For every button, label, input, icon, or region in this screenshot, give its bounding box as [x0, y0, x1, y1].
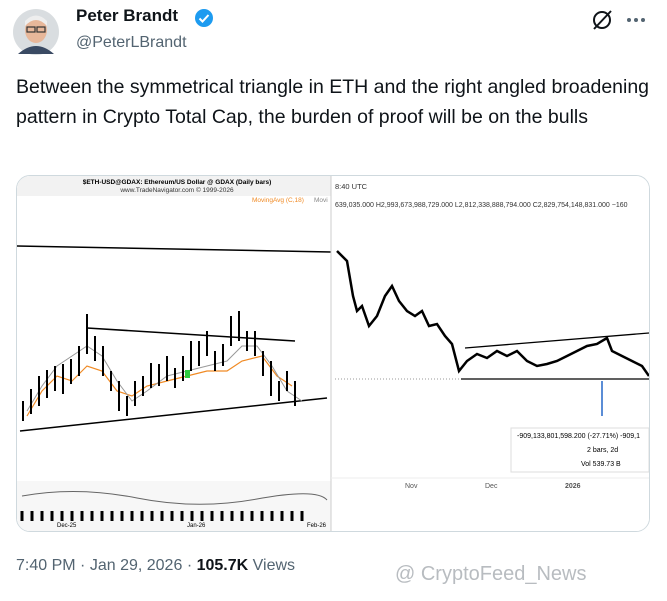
left-chart-title: $ETH-USD@GDAX: Ethereum/US Dollar @ GDAX… — [83, 179, 272, 186]
author-name[interactable]: Peter Brandt — [76, 6, 179, 25]
views-label: Views — [252, 557, 296, 574]
separator: · — [80, 557, 86, 574]
media-images: $ETH-USD@GDAX: Ethereum/US Dollar @ GDAX… — [17, 176, 649, 531]
left-chart-indicator: MovingAvg (C,18) — [252, 197, 304, 204]
right-x-label: 2026 — [565, 483, 581, 490]
verified-badge — [195, 9, 213, 27]
right-chart-time: 8:40 UTC — [335, 182, 368, 191]
author-handle[interactable]: @PeterLBrandt — [76, 34, 187, 51]
separator: · — [186, 557, 193, 574]
watermark: @ CryptoFeed_News — [395, 563, 587, 585]
measure-label: -909,133,801,598.200 (-27.71%) -909,1 — [517, 433, 640, 440]
left-chart-indicator-cut: Movi — [314, 197, 328, 204]
media[interactable]: $ETH-USD@GDAX: Ethereum/US Dollar @ GDAX… — [16, 175, 650, 532]
tweet-meta: 7:40 PM · Jan 29, 2026 · 105.7K Views — [16, 557, 295, 575]
views-count: 105.7K — [196, 557, 249, 574]
more-menu[interactable] — [624, 10, 648, 30]
measure-bars: 2 bars, 2d — [587, 447, 618, 454]
post-date[interactable]: Jan 29, 2026 — [89, 557, 183, 574]
left-x-label: Dec-25 — [57, 523, 77, 529]
right-x-label: Nov — [405, 483, 418, 490]
right-chart-ohlc: 639,035.000 H2,993,673,988,729.000 L2,81… — [335, 202, 628, 209]
right-x-label: Dec — [485, 483, 498, 490]
measure-volume: Vol 539.73 B — [581, 461, 621, 468]
grok-icon[interactable] — [590, 8, 614, 32]
left-chart-source: www.TradeNavigator.com © 1999-2026 — [119, 186, 234, 194]
left-x-label: Feb-26 — [307, 523, 327, 529]
post-time[interactable]: 7:40 PM — [16, 557, 76, 574]
avatar[interactable] — [12, 8, 60, 56]
left-x-label: Jan-26 — [187, 523, 206, 529]
tweet-text: Between the symmetrical triangle in ETH … — [16, 76, 650, 128]
